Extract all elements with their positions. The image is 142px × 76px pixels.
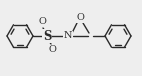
Text: O: O [48, 46, 56, 54]
Text: O: O [76, 14, 84, 22]
Text: S: S [43, 29, 51, 42]
Text: N: N [64, 31, 72, 41]
Text: O: O [38, 17, 46, 27]
